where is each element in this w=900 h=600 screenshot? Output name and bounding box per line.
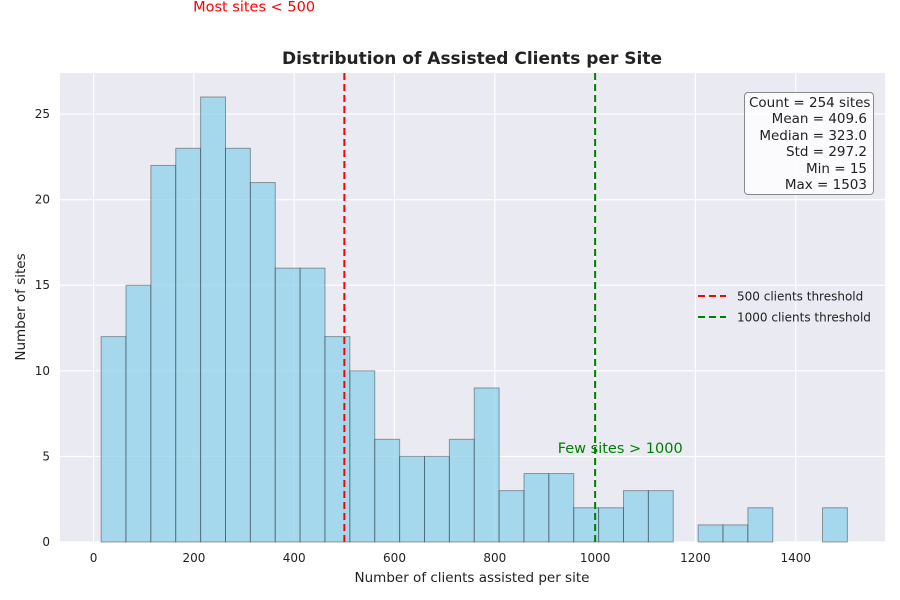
stats-median: Median = 323.0 xyxy=(759,127,867,144)
stats-std: Std = 297.2 xyxy=(786,144,867,161)
y-tick-label: 5 xyxy=(42,449,50,463)
histogram-bar xyxy=(722,524,749,543)
x-tick-label: 200 xyxy=(182,551,205,565)
histogram-bar xyxy=(697,524,724,543)
histogram-bar xyxy=(747,507,774,543)
legend-label: 500 clients threshold xyxy=(737,290,863,304)
y-tick-label: 25 xyxy=(35,107,50,121)
histogram-bar xyxy=(523,473,550,543)
x-tick-label: 400 xyxy=(283,551,306,565)
histogram-bar xyxy=(598,507,625,543)
histogram-bar xyxy=(200,96,227,543)
histogram-bar xyxy=(473,387,500,543)
histogram-bar xyxy=(249,182,276,543)
stats-count: Count = 254 sites xyxy=(749,95,871,111)
annotation-text: Most sites < 500 xyxy=(193,0,315,15)
histogram-bar xyxy=(374,438,401,543)
histogram-bar xyxy=(424,455,450,543)
histogram-bar xyxy=(399,455,426,543)
histogram-bar xyxy=(175,147,202,543)
x-tick-label: 1200 xyxy=(680,551,711,565)
y-tick-label: 10 xyxy=(35,364,50,378)
histogram-bars xyxy=(100,96,848,543)
stats-box: Count = 254 sites Mean = 409.6 Median = … xyxy=(744,92,874,195)
histogram-bar xyxy=(822,507,848,543)
histogram-bar xyxy=(299,267,326,543)
x-tick-label: 0 xyxy=(90,551,98,565)
legend: 500 clients threshold 1000 clients thresh… xyxy=(698,290,871,325)
y-tick-label: 0 xyxy=(42,535,50,549)
histogram-bar xyxy=(150,164,177,543)
chart-title: Distribution of Assisted Clients per Sit… xyxy=(282,49,662,69)
stats-min: Min = 15 xyxy=(805,160,867,177)
x-tick-label: 1400 xyxy=(780,551,811,565)
x-tick-label: 600 xyxy=(383,551,406,565)
annotation-text: Few sites > 1000 xyxy=(558,441,683,457)
y-tick-label: 20 xyxy=(35,193,50,207)
histogram-bar xyxy=(100,336,127,543)
histogram-bar xyxy=(498,490,525,543)
histogram-bar xyxy=(448,438,475,543)
stats-max: Max = 1503 xyxy=(784,177,867,194)
y-axis-label: Number of sites xyxy=(13,253,29,360)
x-tick-label: 800 xyxy=(483,551,506,565)
stats-mean: Mean = 409.6 xyxy=(771,111,867,128)
histogram-bar xyxy=(324,336,351,543)
x-axis-label: Number of clients assisted per site xyxy=(355,570,590,586)
annotations: Most sites < 500 Few sites > 1000 xyxy=(193,0,683,457)
y-tick-label: 15 xyxy=(35,278,50,292)
histogram-bar xyxy=(274,267,301,543)
x-tick-label: 1000 xyxy=(580,551,611,565)
legend-label: 1000 clients threshold xyxy=(737,311,871,325)
threshold-lines xyxy=(343,73,597,542)
histogram-bar xyxy=(125,284,152,543)
y-axis-ticks: 0 5 10 15 20 25 xyxy=(35,107,50,549)
histogram-bar xyxy=(349,370,376,543)
histogram-bar xyxy=(225,147,251,543)
histogram-bar xyxy=(623,490,649,543)
histogram-bar xyxy=(548,473,575,543)
x-axis-ticks: 0 200 400 600 800 1000 1200 1400 xyxy=(90,551,811,565)
histogram-bar xyxy=(647,490,674,543)
